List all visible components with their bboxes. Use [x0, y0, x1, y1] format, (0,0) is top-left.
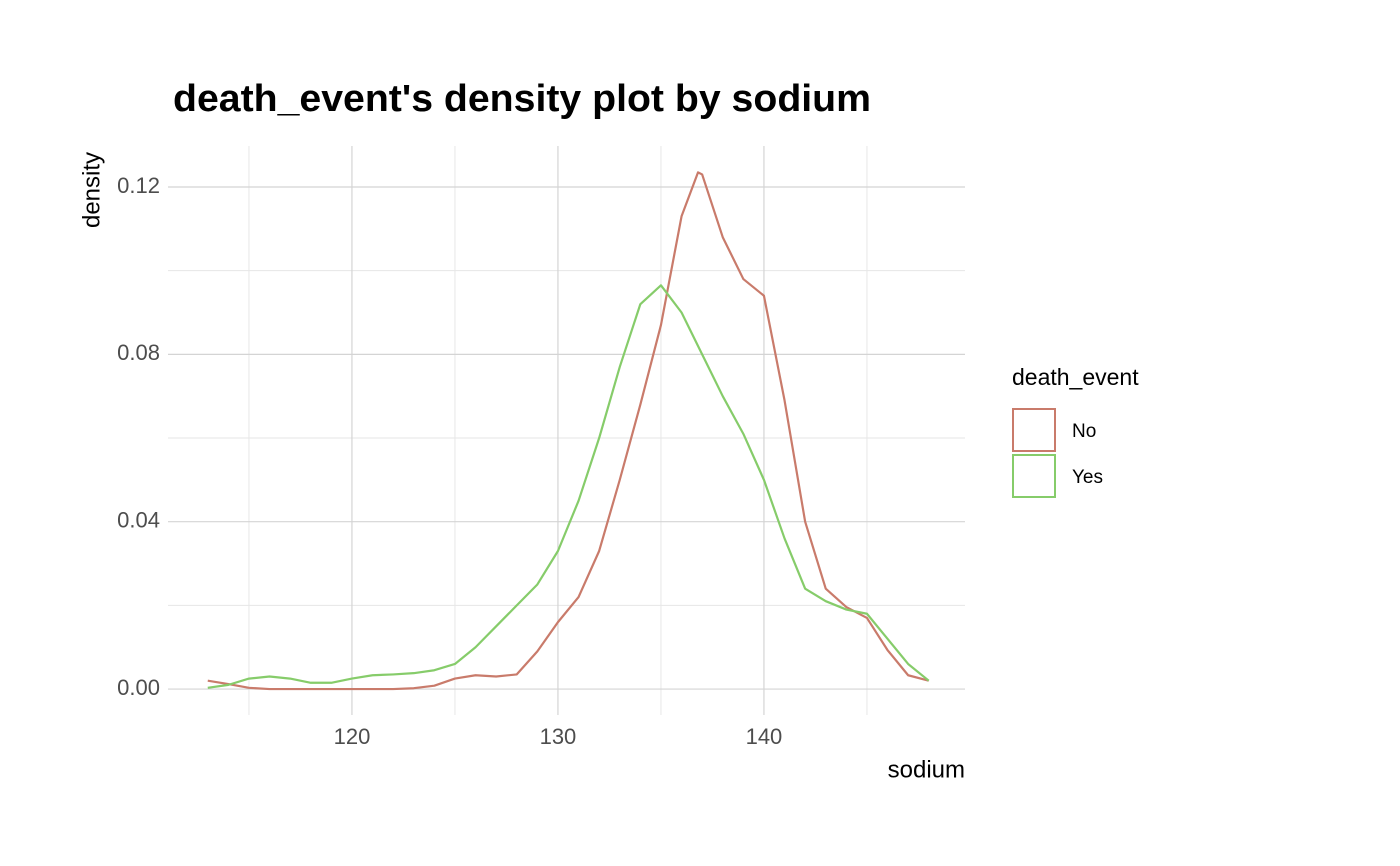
x-tick-label: 120: [334, 724, 371, 749]
x-axis-title: sodium: [888, 756, 965, 783]
y-tick-label: 0.12: [117, 173, 160, 198]
y-tick-label: 0.00: [117, 675, 160, 700]
legend-key: [1012, 408, 1056, 452]
grid: [168, 146, 965, 715]
density-line: [207, 284, 930, 689]
legend-title: death_event: [1012, 364, 1139, 390]
y-axis-title: density: [78, 152, 105, 228]
chart-title: death_event's density plot by sodium: [173, 78, 871, 120]
y-tick-label: 0.08: [117, 340, 160, 365]
x-tick-label: 140: [746, 724, 783, 749]
x-tick-label: 130: [540, 724, 577, 749]
legend-label: No: [1072, 421, 1096, 442]
y-tick-label: 0.04: [117, 508, 160, 533]
density-line: [207, 171, 930, 691]
legend-key: [1012, 454, 1056, 498]
legend-label: Yes: [1072, 467, 1103, 488]
